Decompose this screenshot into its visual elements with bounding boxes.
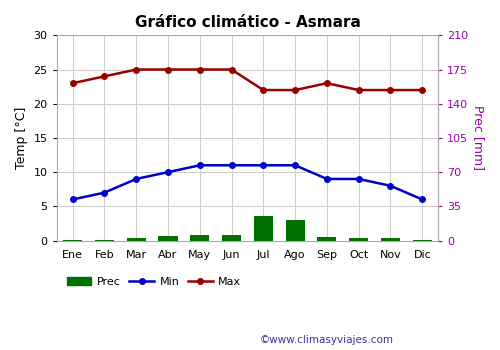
Bar xyxy=(318,237,336,240)
Bar xyxy=(126,238,146,240)
Bar xyxy=(412,239,432,240)
Bar xyxy=(190,235,210,240)
Title: Gráfico climático - Asmara: Gráfico climático - Asmara xyxy=(134,15,360,30)
Bar xyxy=(254,216,273,240)
Bar xyxy=(158,236,178,240)
Text: ©www.climasyviajes.com: ©www.climasyviajes.com xyxy=(260,335,394,345)
Y-axis label: Temp [°C]: Temp [°C] xyxy=(15,107,28,169)
Bar xyxy=(381,238,400,240)
Bar xyxy=(349,238,368,240)
Y-axis label: Prec [mm]: Prec [mm] xyxy=(472,105,485,170)
Bar xyxy=(286,219,304,240)
Legend: Prec, Min, Max: Prec, Min, Max xyxy=(62,273,246,292)
Bar xyxy=(222,235,241,240)
